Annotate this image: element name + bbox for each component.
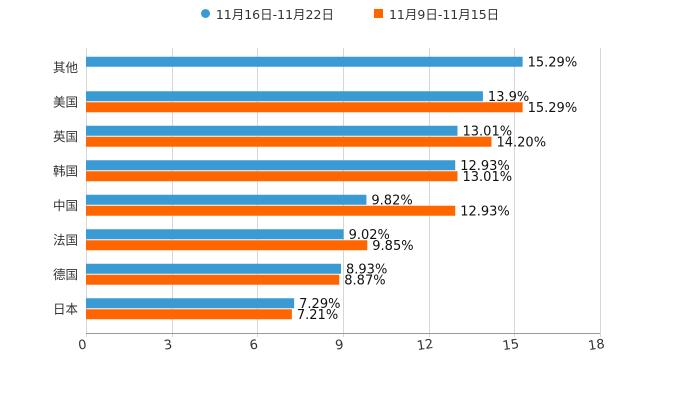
x-tick-label-2: 6 [249,338,259,354]
bar-series-1-0 [86,56,523,67]
data-label-series-2-7: 7.21% [297,308,338,323]
legend-item-series-1[interactable]: 11月16日-11月22日 [200,3,334,23]
bar-series-1-2 [86,125,458,136]
data-label-series-1-4: 9.82% [371,193,412,208]
data-label-series-2-6: 8.87% [344,273,385,288]
x-tick-label-1: 3 [163,338,173,354]
data-label-series-1-7: 7.29% [299,297,340,312]
legend: 11月16日-11月22日 11月9日-11月15日 [0,3,700,23]
data-label-series-2-2: 14.20% [496,135,546,150]
data-label-series-1-2: 13.01% [463,124,513,139]
category-label-6: 德国 [53,267,78,282]
data-label-series-2-1: 15.29% [528,101,578,116]
legend-marker-series-1 [200,8,210,18]
data-label-series-1-0: 15.29% [528,55,578,70]
category-label-7: 日本 [53,301,79,316]
bar-series-1-1 [86,91,483,102]
data-label-series-1-1: 13.9% [488,90,529,105]
legend-label-series-1: 11月16日-11月22日 [215,6,334,22]
bar-series-1-4 [86,194,367,205]
data-label-series-1-3: 12.93% [460,159,510,174]
bar-series-1-3 [86,160,456,171]
category-label-4: 中国 [53,198,78,213]
bar-series-1-7 [86,298,295,309]
x-tick-label-4: 12 [416,337,434,354]
data-label-series-2-3: 13.01% [463,170,513,185]
bar-series-2-3 [86,171,458,182]
bar-series-2-7 [86,309,292,320]
bar-series-2-5 [86,240,368,251]
bar-series-2-6 [86,274,340,285]
bar-series-2-4 [86,205,456,216]
legend-label-series-2: 11月9日-11月15日 [388,6,500,22]
category-label-0: 其他 [53,60,79,75]
x-tick-label-6: 18 [587,337,605,354]
data-label-series-1-5: 9.02% [349,228,390,243]
legend-item-series-2[interactable]: 11月9日-11月15日 [373,3,500,23]
bar-series-2-1 [86,102,523,113]
legend-marker-series-2 [373,8,383,18]
data-label-series-2-5: 9.85% [372,239,413,254]
category-label-3: 韩国 [53,163,78,178]
x-tick-label-0: 0 [77,338,87,354]
category-label-1: 美国 [53,94,78,109]
data-label-series-1-6: 8.93% [346,262,387,277]
bar-series-1-5 [86,229,344,240]
category-label-2: 英国 [53,129,78,144]
x-tick-label-5: 15 [502,337,520,354]
bar-series-2-2 [86,136,492,147]
category-label-5: 法国 [53,232,78,247]
bar-series-1-6 [86,263,342,274]
data-label-series-2-4: 12.93% [460,204,510,219]
x-tick-label-3: 9 [334,338,344,354]
